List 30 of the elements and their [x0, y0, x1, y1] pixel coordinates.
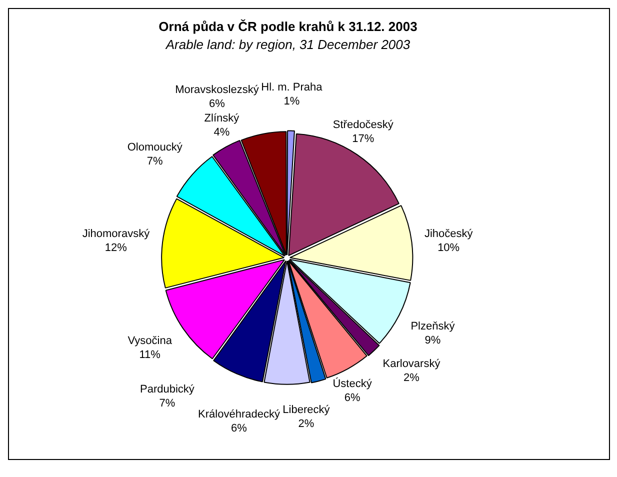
data-label: 9% — [424, 334, 441, 347]
chart-title: Orná půda v ČR podle krahů k 31.12. 2003 — [158, 19, 418, 34]
data-label: 10% — [438, 242, 460, 254]
data-label: 4% — [214, 126, 230, 138]
slice-label: Pardubický — [140, 383, 195, 396]
chart-subtitle: Arable land: by region, 31 December 2003 — [164, 37, 412, 52]
slice-label: Ústecký — [332, 376, 372, 390]
data-label: 6% — [231, 422, 248, 435]
data-label: 6% — [344, 392, 360, 404]
slice-label: Moravskoslezský — [175, 84, 260, 96]
slice-label: Karlovarský — [382, 358, 441, 370]
data-label: 7% — [159, 397, 176, 410]
slice-label: Olomoucký — [127, 141, 183, 154]
slice-label: Hl. m. Praha — [261, 82, 324, 94]
data-label: 17% — [352, 132, 374, 145]
data-label: 1% — [284, 96, 300, 108]
data-label: 2% — [298, 418, 314, 430]
data-label: 7% — [146, 155, 164, 168]
slice-label: Vysočina — [128, 335, 173, 348]
slice-label: Jihomoravský — [82, 228, 150, 240]
slice-label: Liberecký — [282, 404, 330, 416]
data-label: 6% — [209, 98, 226, 110]
slice-label: Jihočeský — [424, 228, 474, 240]
slice-label: Královéhradecký — [198, 408, 280, 421]
data-label: 11% — [139, 349, 161, 362]
slice-label: Zlínský — [204, 112, 240, 124]
data-label: 2% — [404, 372, 420, 384]
slice-label: Plzeňský — [410, 320, 456, 333]
data-label: 12% — [104, 242, 128, 254]
slice-label: Středočeský — [332, 118, 394, 131]
